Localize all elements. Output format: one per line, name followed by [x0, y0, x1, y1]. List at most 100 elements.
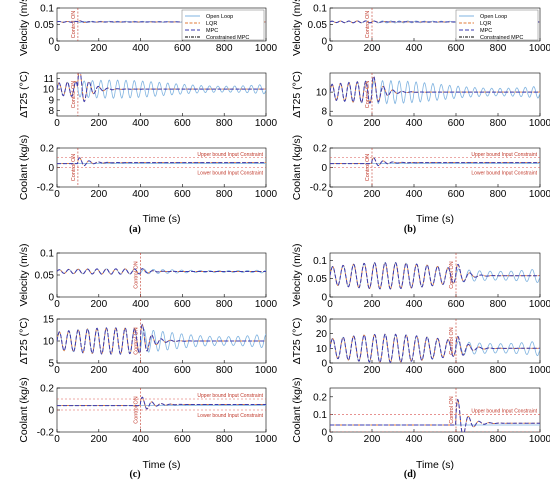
- plot-area: Upper bound Input Constraint Lower bound …: [57, 148, 266, 187]
- x-axis-label: Time (s): [142, 459, 180, 471]
- series-mpc: [57, 323, 266, 355]
- x-tick-label: 1000: [255, 434, 278, 445]
- x-tick-label: 600: [448, 434, 465, 445]
- x-tick-label: 800: [216, 299, 233, 310]
- x-tick-label: 0: [327, 118, 333, 129]
- x-tick-label: 800: [490, 299, 507, 310]
- y-tick-label: 0: [321, 359, 327, 370]
- x-axis-label: Time (s): [416, 459, 454, 471]
- x-tick-label: 800: [216, 43, 233, 54]
- series-mpc: [330, 398, 540, 432]
- x-tick-label: 1000: [255, 118, 278, 129]
- panel-caption: (c): [129, 469, 140, 480]
- x-tick-label: 600: [174, 118, 191, 129]
- panel-caption: (b): [404, 224, 416, 235]
- legend-entry: LQR: [480, 21, 491, 27]
- x-tick-label: 400: [406, 365, 423, 376]
- x-tick-label: 600: [174, 299, 191, 310]
- control-on-label: Control ON: [449, 261, 455, 289]
- y-tick-label: 0.1: [313, 4, 327, 15]
- legend-box: [455, 9, 539, 41]
- y-axis-label: Velocity (m/s): [291, 0, 303, 56]
- x-tick-label: 800: [490, 434, 507, 445]
- y-tick-label: 0.2: [40, 144, 54, 155]
- subplot-2: 0 200 400 600 800 1000 0 10 20 30 ΔT25 (°C) Control…: [291, 315, 550, 377]
- x-tick-label: 0: [54, 118, 60, 129]
- x-tick-label: 200: [90, 365, 107, 376]
- x-tick-label: 0: [54, 365, 60, 376]
- y-tick-label: -0.2: [37, 428, 55, 439]
- plot-area: Control ON: [330, 73, 540, 116]
- y-tick-label: -0.2: [310, 183, 328, 194]
- x-tick-label: 0: [327, 365, 333, 376]
- y-tick-label: 0: [321, 37, 327, 48]
- x-tick-label: 200: [90, 299, 107, 310]
- upper-bound-label: Upper bound Input Constraint: [197, 393, 263, 399]
- y-tick-label: 0: [321, 293, 327, 304]
- x-tick-label: 200: [364, 365, 381, 376]
- y-axis-label: ΔT25 (°C): [291, 71, 303, 118]
- lower-bound-label: Lower bound Input Constraint: [197, 413, 263, 419]
- x-tick-label: 600: [448, 189, 465, 200]
- upper-bound-label: Upper bound Input Constraint: [471, 152, 537, 158]
- plot-area: Upper bound Input Constraint Lower bound …: [57, 388, 266, 432]
- x-tick-label: 200: [90, 434, 107, 445]
- x-tick-label: 600: [174, 43, 191, 54]
- x-tick-label: 600: [448, 365, 465, 376]
- x-tick-label: 200: [364, 118, 381, 129]
- series-mpc: [57, 73, 266, 103]
- x-tick-label: 800: [216, 365, 233, 376]
- y-tick-label: 0: [48, 406, 54, 417]
- control-on-label: Control ON: [365, 11, 371, 39]
- y-tick-label: 0.2: [313, 392, 327, 403]
- y-tick-label: 15: [43, 315, 55, 326]
- x-tick-label: 600: [448, 299, 465, 310]
- control-on-label: Control ON: [71, 81, 77, 109]
- x-tick-label: 1000: [255, 189, 278, 200]
- control-on-label: Control ON: [134, 396, 140, 424]
- y-tick-label: 0.05: [35, 271, 55, 282]
- x-tick-label: 1000: [529, 299, 550, 310]
- y-axis-label: Velocity (m/s): [291, 243, 303, 306]
- x-tick-label: 0: [327, 434, 333, 445]
- series-mpc: [57, 396, 266, 410]
- axes-box: [329, 318, 541, 364]
- x-tick-label: 400: [132, 43, 149, 54]
- x-tick-label: 0: [327, 43, 333, 54]
- x-tick-label: 400: [132, 189, 149, 200]
- x-tick-label: 1000: [255, 299, 278, 310]
- y-axis-label: Coolant (kg/s): [18, 377, 30, 442]
- x-tick-label: 1000: [255, 365, 278, 376]
- lower-bound-label: Lower bound Input Constraint: [197, 171, 263, 177]
- upper-bound-label: Upper bound Input Constraint: [197, 152, 263, 158]
- x-tick-label: 200: [90, 43, 107, 54]
- x-tick-label: 1000: [529, 43, 550, 54]
- y-axis-label: Coolant (kg/s): [291, 377, 303, 442]
- x-tick-label: 600: [448, 43, 465, 54]
- y-axis-label: Velocity (m/s): [18, 243, 30, 306]
- x-axis-label: Time (s): [416, 213, 454, 225]
- upper-bound-label: Upper bound Input Constraint: [471, 408, 537, 414]
- x-tick-label: 400: [132, 434, 149, 445]
- x-tick-label: 600: [174, 434, 191, 445]
- y-tick-label: 10: [43, 337, 55, 348]
- x-tick-label: 800: [490, 118, 507, 129]
- x-tick-label: 0: [54, 434, 60, 445]
- x-tick-label: 600: [174, 365, 191, 376]
- y-tick-label: 0: [321, 163, 327, 174]
- x-tick-label: 1000: [529, 365, 550, 376]
- subplot-3: 0 200 400 600 800 1000 0 0.1 0.2 Coolant (kg/s) Up…: [291, 377, 550, 445]
- x-tick-label: 0: [327, 299, 333, 310]
- y-tick-label: 0.1: [40, 4, 54, 15]
- series-mpc: [330, 333, 540, 363]
- y-tick-label: 0.2: [313, 144, 327, 155]
- subplot-2: 0 200 400 600 800 1000 8 10 ΔT25 (°C) Control ON: [291, 71, 550, 129]
- x-tick-label: 200: [364, 299, 381, 310]
- x-tick-label: 800: [490, 365, 507, 376]
- y-tick-label: 10: [43, 85, 55, 96]
